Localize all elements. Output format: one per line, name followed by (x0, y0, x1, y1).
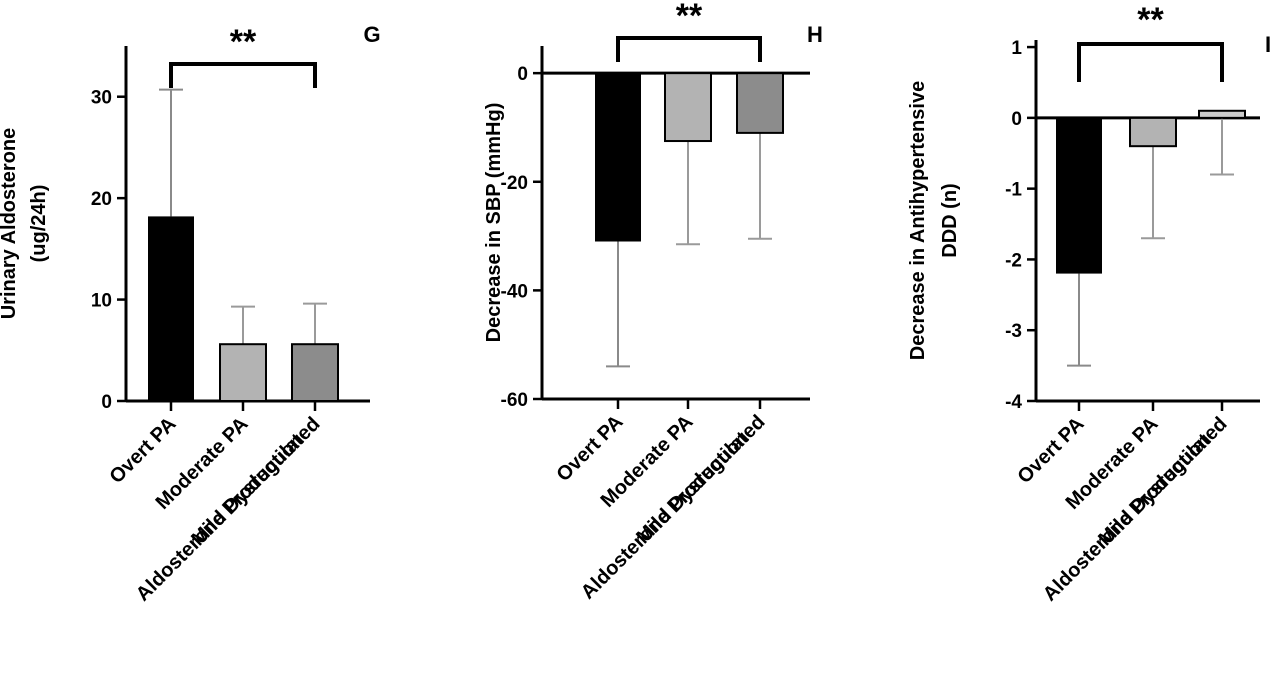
y-tick-label: -4 (1005, 392, 1022, 413)
y-axis-label: Decrease in Antihypertensive (907, 81, 929, 360)
panel-I: -4 -3 -2 -1 0 1 ** I Decrease in Antihypertensiv… (907, 1, 1271, 606)
y-tick-label: -2 (1005, 250, 1022, 271)
y-tick-label: -3 (1005, 321, 1022, 342)
y-tick-label: 1 (1011, 38, 1022, 59)
y-tick-label: 10 (91, 291, 112, 312)
y-axis-label: DDD (n) (939, 183, 961, 257)
y-tick-label: -60 (501, 390, 528, 411)
y-tick-label: 30 (91, 88, 112, 109)
y-tick-label: -20 (501, 173, 528, 194)
category-label: Overt PA (106, 413, 181, 488)
bar (291, 343, 339, 403)
y-tick-label: 20 (91, 189, 112, 210)
panel-H: -60 -40 -20 0 ** H Decrease in SBP (mmHg) Overt… (483, 0, 823, 604)
bar (664, 72, 712, 143)
panel-label: H (807, 22, 823, 47)
bar (219, 343, 267, 403)
y-tick-label: 0 (517, 64, 528, 85)
panel-G: 0 10 20 30 ** G Urinary Aldosterone (ug/24h) Ove… (0, 22, 381, 606)
significance-bracket (616, 36, 762, 62)
significance-label: ** (676, 0, 703, 35)
y-tick-label: 0 (101, 392, 112, 413)
y-axis-label: Decrease in SBP (mmHg) (483, 103, 505, 343)
bar (1056, 117, 1102, 274)
bar (148, 216, 194, 401)
y-tick-label: -40 (501, 281, 528, 302)
panel-label: I (1265, 32, 1271, 57)
bar (1129, 116, 1177, 148)
significance-bracket (1077, 42, 1224, 82)
significance-bracket (169, 62, 317, 88)
y-tick-label: -1 (1005, 180, 1022, 201)
category-label: Overt PA (553, 411, 628, 486)
bar (736, 72, 784, 134)
y-tick-label: 0 (1011, 109, 1022, 130)
y-axis-label: Urinary Aldosterone (0, 128, 20, 320)
y-axis-label: (ug/24h) (28, 185, 50, 263)
bar (1198, 109, 1246, 119)
category-label: Overt PA (1014, 413, 1089, 488)
significance-label: ** (1137, 1, 1164, 39)
bar (595, 73, 641, 242)
panel-label: G (363, 22, 380, 47)
significance-label: ** (230, 23, 257, 61)
